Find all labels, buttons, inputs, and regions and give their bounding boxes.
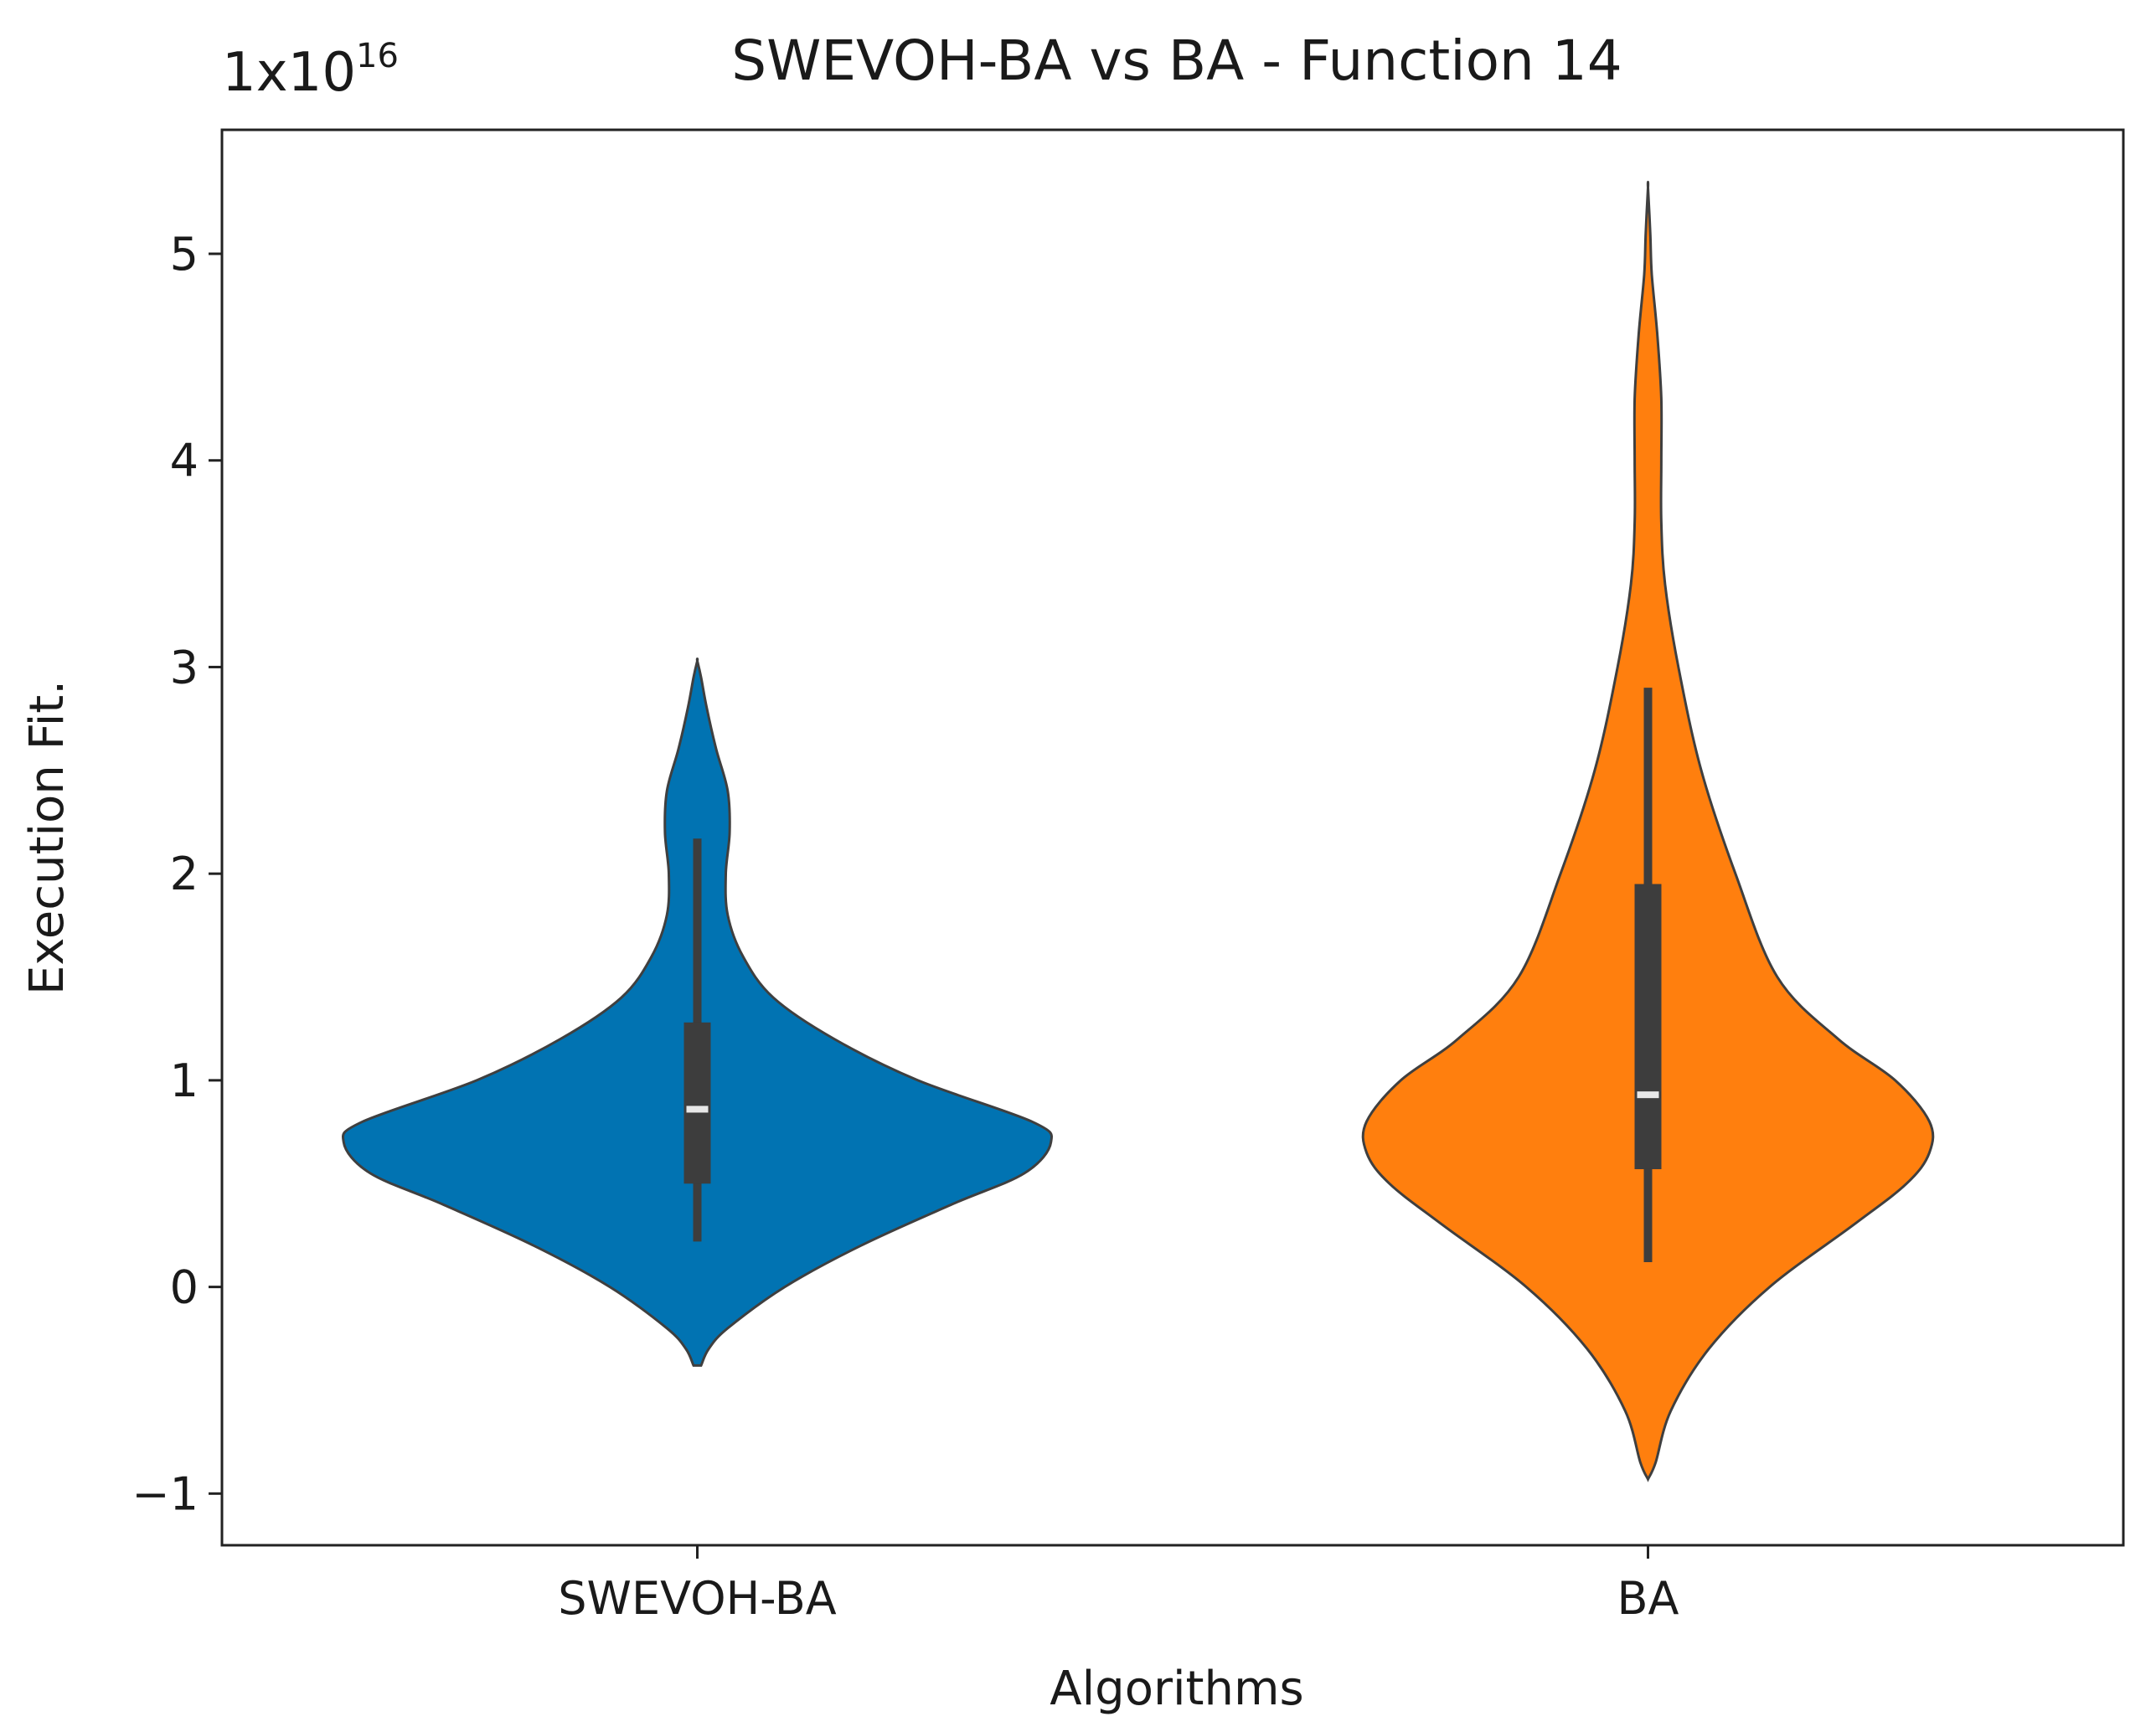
plot-frame bbox=[220, 128, 2125, 1547]
violin-median bbox=[1637, 1091, 1659, 1099]
y-tick-label: −1 bbox=[132, 1467, 199, 1520]
x-axis-label: Algorithms bbox=[1050, 1662, 1303, 1716]
x-tick-label: SWEVOH-BA bbox=[558, 1572, 836, 1625]
y-axis-label: Execution Fit. bbox=[20, 680, 75, 995]
violin-group bbox=[1361, 180, 1935, 1482]
y-tick-label: 1 bbox=[170, 1054, 199, 1107]
y-scale-factor: 1x1016 bbox=[222, 37, 399, 104]
violin-iqr-box bbox=[1634, 884, 1662, 1169]
y-tick-label: 5 bbox=[170, 228, 199, 281]
y-tick-label: 3 bbox=[170, 641, 199, 693]
y-scale-base: 1x10 bbox=[222, 42, 356, 104]
violin-group bbox=[341, 657, 1054, 1367]
y-tick-label: 0 bbox=[170, 1261, 199, 1314]
y-scale-exponent: 16 bbox=[356, 37, 399, 75]
violin-iqr-box bbox=[683, 1022, 711, 1184]
y-axis-ticks: −1 0 1 2 3 4 5 bbox=[132, 228, 222, 1520]
violin-median bbox=[686, 1106, 709, 1113]
chart-title: SWEVOH-BA vs BA - Function 14 bbox=[731, 28, 1622, 93]
violin-layer bbox=[341, 180, 1935, 1482]
y-tick-label: 4 bbox=[170, 435, 199, 487]
x-tick-label: BA bbox=[1617, 1572, 1679, 1625]
y-tick-label: 2 bbox=[170, 848, 199, 900]
x-axis-ticks: SWEVOH-BA BA bbox=[558, 1545, 1679, 1625]
